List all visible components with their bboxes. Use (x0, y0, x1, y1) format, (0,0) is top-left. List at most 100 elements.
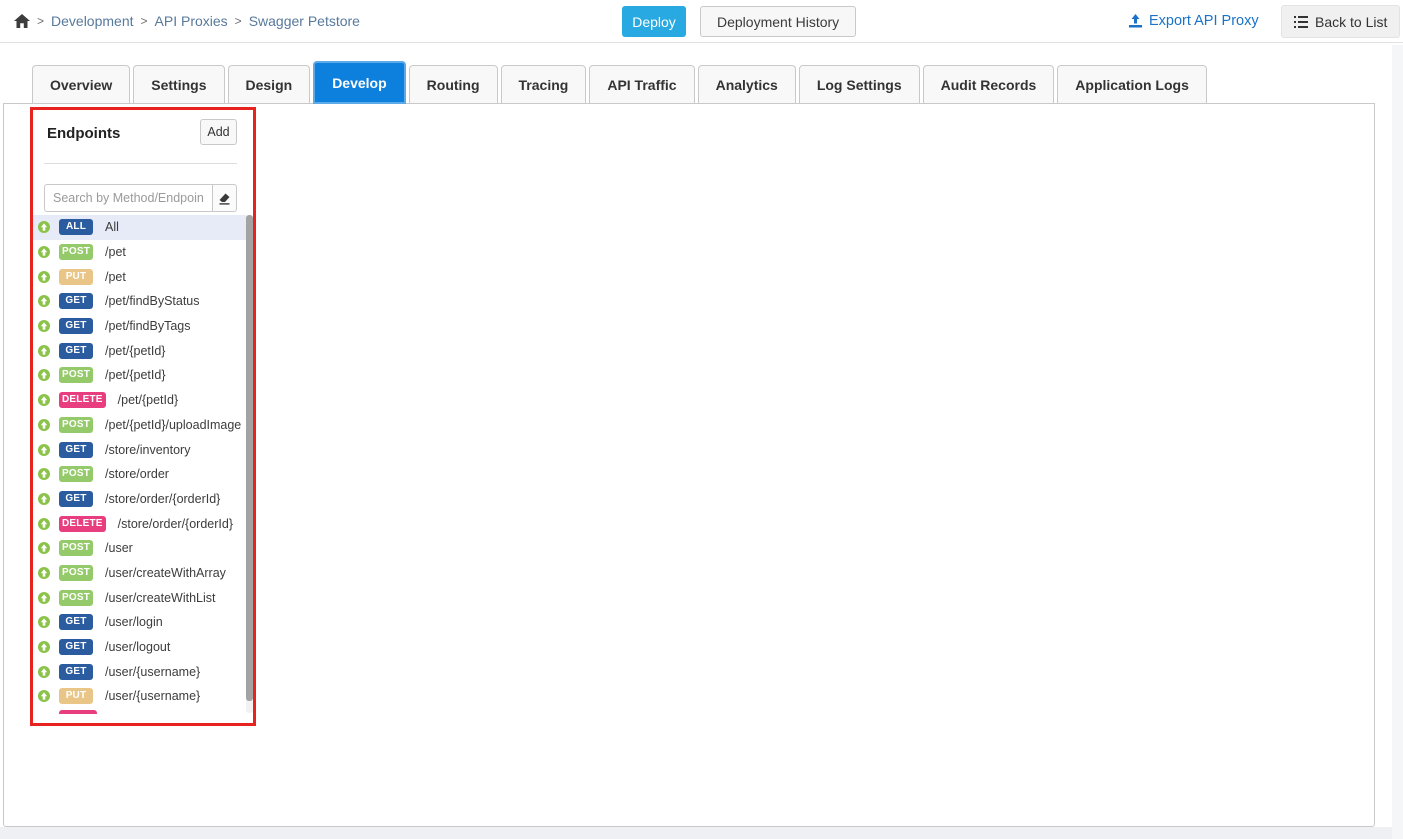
tab-bar: Overview Settings Design Develop Routing… (32, 61, 1207, 104)
endpoint-path: /pet (105, 245, 126, 260)
method-badge: GET (59, 342, 93, 359)
publish-endpoint-icon[interactable] (38, 468, 50, 481)
deploy-button[interactable]: Deploy (622, 6, 686, 37)
endpoint-path: /store/inventory (105, 442, 191, 457)
endpoint-path: /user/{username} (105, 664, 201, 679)
endpoint-path: /user/logout (105, 640, 171, 655)
publish-endpoint-icon[interactable] (38, 690, 50, 703)
endpoint-scrollbar-thumb[interactable] (246, 215, 253, 701)
publish-endpoint-icon[interactable] (38, 369, 50, 382)
method-badge: POST (59, 244, 94, 261)
publish-endpoint-icon[interactable] (38, 443, 50, 456)
publish-endpoint-icon[interactable] (38, 542, 50, 555)
method-badge: POST (59, 589, 94, 606)
publish-endpoint-icon[interactable] (38, 492, 50, 505)
endpoint-list-item[interactable]: ALL All (33, 215, 246, 240)
publish-endpoint-icon[interactable] (38, 418, 50, 431)
endpoints-divider (44, 163, 237, 164)
publish-endpoint-icon[interactable] (38, 591, 50, 604)
endpoint-path: /store/order/{orderId} (105, 491, 221, 506)
publish-endpoint-icon[interactable] (38, 295, 50, 308)
tab-label: API Traffic (607, 76, 677, 93)
method-badge: GET (59, 490, 93, 507)
tab-label: Audit Records (940, 76, 1037, 93)
tab-label: Tracing (518, 76, 569, 93)
endpoint-path: /pet/findByTags (105, 319, 191, 334)
deployment-history-button[interactable]: Deployment History (700, 6, 857, 37)
tab-analytics[interactable]: Analytics (697, 65, 796, 104)
endpoint-list-item[interactable]: GET /user/logout (33, 635, 246, 660)
breadcrumb-development[interactable]: Development (51, 13, 134, 29)
endpoint-list-item[interactable]: GET /pet/{petId} (33, 338, 246, 363)
publish-endpoint-icon[interactable] (38, 320, 50, 333)
tab-develop[interactable]: Develop (313, 61, 406, 104)
endpoint-list-item[interactable]: GET /pet/findByStatus (33, 289, 246, 314)
endpoint-path: /pet/{petId} (117, 393, 179, 408)
method-badge: GET (59, 614, 93, 631)
method-badge: GET (59, 318, 93, 335)
endpoint-list-item[interactable]: POST /user/createWithList (33, 585, 246, 610)
publish-endpoint-icon[interactable] (38, 246, 50, 259)
tab-label: Routing (426, 76, 480, 93)
tab-label: Log Settings (816, 76, 902, 93)
endpoint-list-item[interactable]: POST /pet/{petId}/uploadImage (33, 413, 246, 438)
tab-routing[interactable]: Routing (408, 65, 498, 104)
method-badge: DELETE (59, 515, 106, 532)
back-to-list-label: Back to List (1315, 13, 1388, 30)
endpoint-path: /pet (105, 269, 126, 284)
tab-label: Analytics (715, 76, 778, 93)
eraser-icon (218, 191, 231, 205)
endpoint-list-item[interactable]: POST /pet (33, 240, 246, 265)
endpoint-list-item[interactable]: GET /user/login (33, 610, 246, 635)
publish-endpoint-icon[interactable] (38, 566, 50, 579)
export-api-proxy-link[interactable]: Export API Proxy (1128, 0, 1259, 42)
endpoint-list-item[interactable]: GET /user/{username} (33, 659, 246, 684)
tab-design[interactable]: Design (227, 65, 311, 104)
endpoint-list-item[interactable]: GET /store/inventory (33, 437, 246, 462)
add-endpoint-button[interactable]: Add (200, 119, 237, 145)
page-scrollbar[interactable] (1392, 45, 1403, 839)
tab-audit-records[interactable]: Audit Records (922, 65, 1055, 104)
endpoints-title: Endpoints (47, 125, 121, 142)
endpoint-list-item[interactable]: POST /user (33, 536, 246, 561)
publish-endpoint-icon[interactable] (38, 665, 50, 678)
home-icon[interactable] (14, 13, 30, 29)
endpoint-list-item[interactable]: GET /pet/findByTags (33, 314, 246, 339)
endpoint-path: /pet/{petId} (105, 343, 166, 358)
tab-log-settings[interactable]: Log Settings (798, 65, 920, 104)
publish-endpoint-icon[interactable] (38, 616, 50, 629)
publish-endpoint-icon[interactable] (38, 517, 50, 530)
endpoint-list-item[interactable]: POST /pet/{petId} (33, 363, 246, 388)
endpoint-list-item[interactable]: GET /store/order/{orderId} (33, 487, 246, 512)
endpoint-list-item[interactable]: POST /user/createWithArray (33, 561, 246, 586)
tab-settings[interactable]: Settings (133, 65, 225, 104)
clear-search-button[interactable] (212, 184, 237, 212)
publish-endpoint-icon[interactable] (38, 394, 50, 407)
back-to-list-button[interactable]: Back to List (1281, 5, 1401, 38)
publish-endpoint-icon[interactable] (38, 221, 50, 234)
endpoint-list-scrollbar[interactable] (246, 215, 253, 713)
endpoint-list: ALL All POST /pet PUT /pet GET /pet/find… (33, 215, 246, 709)
endpoint-list-item[interactable]: PUT /user/{username} (33, 684, 246, 709)
breadcrumb-api-proxies[interactable]: API Proxies (154, 13, 228, 29)
publish-endpoint-icon[interactable] (38, 270, 50, 283)
tab-overview[interactable]: Overview (32, 65, 131, 104)
tab-application-logs[interactable]: Application Logs (1057, 65, 1207, 104)
breadcrumb-swagger-petstore[interactable]: Swagger Petstore (248, 13, 360, 29)
method-badge: GET (59, 293, 93, 310)
endpoint-path: All (105, 220, 119, 235)
endpoint-list-item[interactable]: DELETE /store/order/{orderId} (33, 511, 246, 536)
endpoint-list-item[interactable]: PUT /pet (33, 264, 246, 289)
tab-label: Overview (50, 76, 113, 93)
endpoint-list-item[interactable]: POST /store/order (33, 462, 246, 487)
tab-api-traffic[interactable]: API Traffic (589, 65, 695, 104)
method-badge: GET (59, 639, 93, 656)
publish-endpoint-icon[interactable] (38, 344, 50, 357)
endpoint-list-item[interactable]: DELETE /pet/{petId} (33, 388, 246, 413)
tab-label: Design (245, 76, 293, 93)
tab-tracing[interactable]: Tracing (500, 65, 587, 104)
tab-label: Settings (151, 76, 207, 93)
endpoint-search-input[interactable] (44, 184, 212, 212)
publish-endpoint-icon[interactable] (38, 641, 50, 654)
method-badge: POST (59, 367, 94, 384)
